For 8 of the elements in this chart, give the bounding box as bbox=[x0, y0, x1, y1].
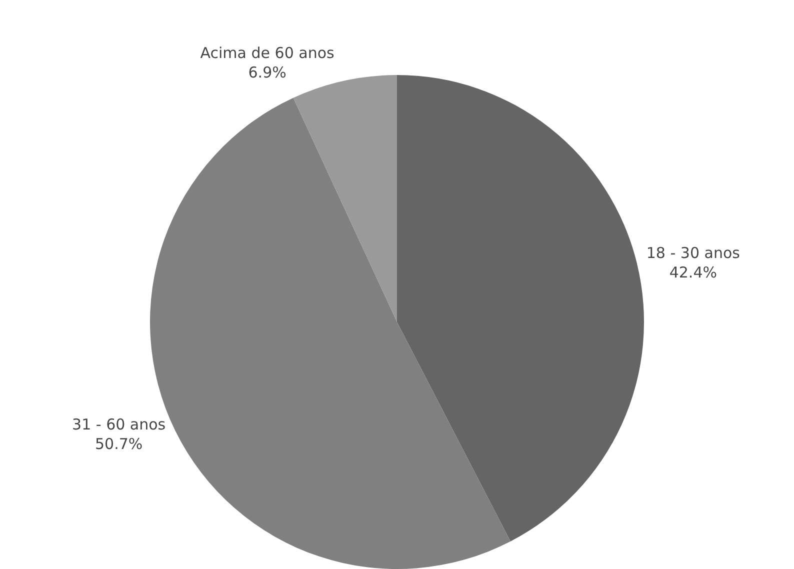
data-label: 6.9% bbox=[248, 64, 286, 82]
pie-slice bbox=[293, 75, 397, 322]
slice-label: Acima de 60 anos bbox=[200, 44, 334, 62]
slice-label: 31 - 60 anos bbox=[72, 416, 166, 434]
data-label: 42.4% bbox=[669, 263, 717, 282]
data-label: 50.7% bbox=[95, 435, 143, 454]
pie-slice bbox=[397, 75, 644, 542]
slice-label: 18 - 30 anos bbox=[646, 244, 740, 262]
